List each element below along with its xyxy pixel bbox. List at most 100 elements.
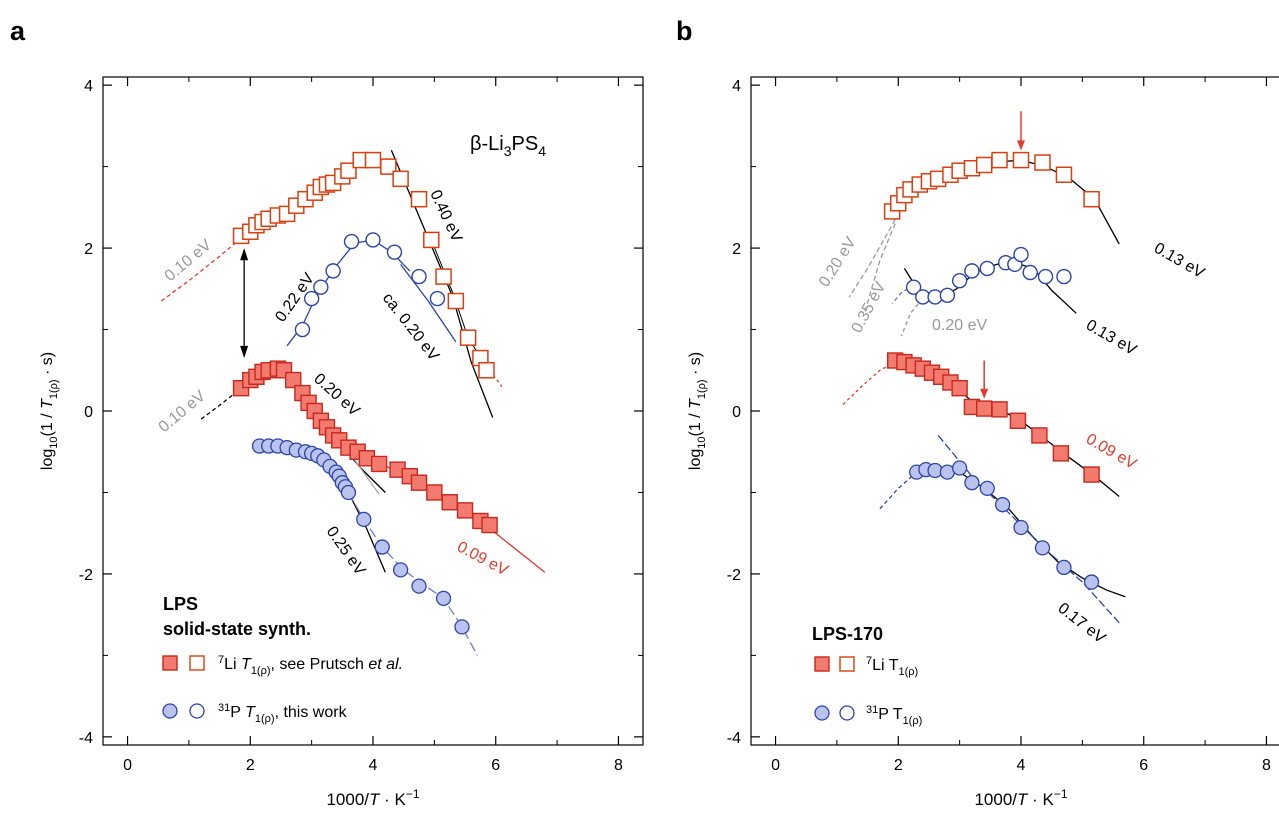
series-filled-square [887,352,1100,483]
fit-line [240,367,386,493]
data-point [994,497,1011,513]
data-point [1055,166,1073,184]
data-point [1013,519,1029,536]
arrow-head [240,248,249,261]
x-tick-label: 4 [369,757,378,774]
legend-marker [189,655,205,671]
data-point [1083,190,1100,208]
legend-b: LPS-170 7Li T1(ρ) 31P T1(ρ) [812,624,922,727]
data-point [951,379,968,397]
fit-line [400,264,457,343]
y-tick-label: 4 [84,78,93,95]
y-axis-label-a: log10(1 / T1(ρ) · s) [39,352,60,470]
legend-entry-p: 31P T1(ρ) [866,704,922,727]
data-point [975,400,993,417]
y-tick-label: -4 [79,730,93,747]
data-point [481,516,498,534]
ea-label: 0.13 eV [1151,240,1208,282]
x-tick-label: 0 [771,757,780,774]
legend-subtitle: solid-state synth. [163,619,311,639]
y-tick-label: 0 [732,404,741,421]
extrapolation-line [842,361,896,405]
data-point [1052,445,1070,462]
legend-entry-li: 7Li T1(ρ) [866,655,918,678]
axes-a: 0 2 4 6 8 4 2 0 -2 -4 [79,77,643,774]
legend-a: LPS solid-state synth. 7Li T1(ρ), see Pr… [162,594,403,725]
series-filled-square [232,360,498,534]
x-tick-label: 6 [1139,757,1148,774]
data-point [435,268,452,285]
data-point [991,401,1008,418]
data-point [294,321,311,338]
y-tick-label: -2 [727,567,741,584]
data-point [1037,268,1054,285]
extrapolation-line [891,284,914,304]
plot-frame-b [750,76,1279,746]
legend-entry-li: 7Li T1(ρ), see Prutsch et al. [218,654,403,677]
data-point [343,233,360,250]
x-tick-label: 6 [491,757,500,774]
data-point [975,156,993,174]
legend-marker [814,705,830,721]
data-point [340,484,357,501]
data-point [1083,574,1100,590]
data-point [1083,466,1100,483]
x-tick-label: 0 [123,757,132,774]
data-marks-a [232,151,498,635]
x-axis-label-a: 1000/T · K−1 [326,787,419,809]
x-tick-label: 8 [614,757,623,774]
data-point [340,162,357,179]
axes-b: 0 2 4 6 8 4 2 0 -2 -4 [727,77,1271,774]
data-point [454,619,470,635]
data-point [456,502,474,519]
svg-text:1000/T · K−1: 1000/T · K−1 [326,787,419,809]
data-point [1056,268,1072,285]
svg-text:log10(1 / T1(ρ) · s): log10(1 / T1(ρ) · s) [39,352,60,470]
data-point [285,371,302,389]
panel-label-a: a [10,16,26,46]
svg-text:7Li T1(ρ), see Prutsch et al.: 7Li T1(ρ), see Prutsch et al. [218,654,403,677]
ea-label: 0.09 eV [454,539,511,580]
data-point [1012,151,1030,169]
extrapolation-line [879,471,918,510]
legend-marker [162,655,178,671]
data-point [1034,154,1051,171]
extrapolation-line [848,219,896,298]
legend-marker [814,656,830,672]
series-open-square [232,151,495,379]
data-point [365,232,381,248]
data-point [410,474,428,491]
data-point [1009,412,1027,429]
extrapolation-line [863,223,896,314]
data-point [392,562,409,578]
data-point [991,151,1008,169]
svg-text:7Li T1(ρ): 7Li T1(ρ) [866,655,918,678]
arrow-head [980,388,989,399]
panel-label-b: b [676,16,693,46]
x-tick-label: 4 [1017,757,1026,774]
legend-marker [189,703,205,719]
ea-label: 0.20 eV [932,317,987,334]
data-point [411,268,427,285]
data-point [325,263,341,279]
data-point [979,260,995,277]
data-point [303,290,320,307]
data-point [410,190,428,208]
chart-panel-b: 0 2 4 6 8 4 2 0 -2 -4 1000/T · K−1 log10(1 / T1(ρ… [687,76,1279,809]
data-point [364,151,382,169]
data-point [979,480,995,497]
extrapolation-line [160,237,242,302]
data-point [426,484,443,501]
data-point [313,279,329,295]
data-point [1031,427,1048,444]
ea-label: 0.25 eV [323,524,369,579]
x-tick-label: 2 [894,757,903,774]
data-point [380,158,397,175]
series-filled-circle [251,438,470,635]
data-point [374,539,390,555]
x-tick-label: 2 [246,757,255,774]
y-tick-label: 2 [84,241,93,258]
series-filled-circle [909,460,1100,590]
legend-marker [839,705,855,721]
svg-text:31P T1(ρ): 31P T1(ρ) [866,704,922,727]
